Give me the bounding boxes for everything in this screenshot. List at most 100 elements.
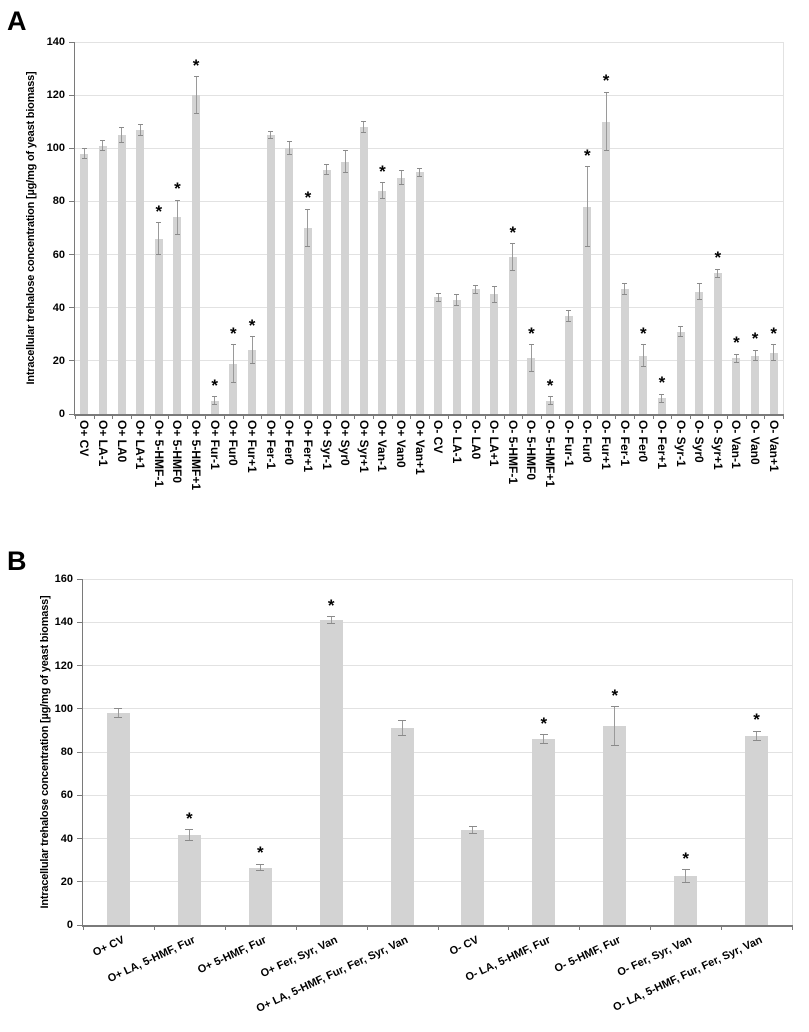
bar: [527, 358, 536, 414]
gridline: [83, 838, 792, 839]
error-bar-cap-top: [342, 150, 348, 152]
error-bar-line: [419, 168, 421, 177]
significance-asterisk: *: [770, 323, 777, 343]
x-axis-tick-mark: [261, 416, 263, 419]
y-axis-tick-mark: [77, 665, 82, 666]
y-tick-label: 140: [46, 36, 65, 48]
significance-asterisk: *: [639, 323, 647, 343]
error-bar-line: [83, 148, 85, 159]
error-bar-cap-top: [771, 344, 777, 346]
y-axis-tick-mark: [77, 838, 82, 839]
bar: [285, 148, 294, 414]
error-bar-line: [158, 222, 160, 255]
bar: [676, 331, 685, 414]
panel-a-label: A: [7, 6, 27, 36]
x-axis-tick-mark: [279, 416, 281, 419]
error-bar-line: [307, 209, 309, 247]
error-bar-line: [270, 131, 272, 139]
error-bar-cap-top: [114, 708, 123, 710]
bar: [452, 299, 461, 414]
error-bar-cap-top: [361, 121, 367, 123]
plot-right-border: [783, 42, 784, 414]
error-bar-cap-bottom: [510, 270, 516, 271]
x-axis-tick-mark: [391, 416, 393, 419]
error-bar-line: [549, 396, 551, 405]
error-bar-cap-bottom: [137, 134, 143, 136]
x-axis-tick-mark: [484, 416, 486, 419]
error-bar-cap-bottom: [715, 276, 721, 278]
bar: [229, 363, 238, 414]
bar: [546, 400, 555, 414]
error-bar-cap-bottom: [379, 198, 385, 200]
error-bar-line: [214, 396, 216, 405]
error-bar-line: [685, 869, 687, 883]
error-bar-line: [326, 164, 328, 175]
error-bar-cap-top: [256, 863, 265, 865]
error-bar-cap-top: [640, 344, 646, 346]
x-axis-tick-mark: [671, 416, 673, 419]
error-bar-cap-top: [696, 283, 702, 285]
bar: [303, 228, 312, 414]
error-bar-cap-top: [678, 325, 684, 327]
error-bar-cap-bottom: [417, 175, 423, 177]
error-bar-cap-top: [733, 353, 739, 355]
bar: [359, 127, 368, 414]
error-bar-cap-top: [193, 76, 199, 78]
y-axis-tick-mark: [77, 578, 82, 580]
panel-b-label: B: [7, 546, 27, 576]
x-axis-tick-mark: [783, 416, 784, 419]
significance-asterisk: *: [546, 375, 554, 395]
error-bar-line: [512, 243, 514, 271]
x-axis-line: [82, 925, 793, 927]
error-bar-cap-bottom: [156, 254, 162, 256]
x-axis-tick-mark: [373, 416, 375, 419]
error-bar-cap-bottom: [539, 742, 548, 744]
error-bar-cap-top: [185, 829, 194, 831]
error-bar-cap-top: [81, 147, 87, 149]
gridline: [75, 307, 783, 309]
error-bar-line: [530, 344, 532, 372]
error-bar-cap-bottom: [185, 840, 194, 842]
x-tick-label: O+ CV: [91, 934, 127, 959]
error-bar-line: [605, 92, 607, 151]
y-tick-label: 140: [54, 616, 73, 629]
significance-asterisk: *: [602, 71, 610, 91]
x-axis-tick-mark: [650, 927, 652, 930]
gridline: [83, 751, 792, 753]
error-bar-line: [472, 826, 474, 834]
error-bar-cap-bottom: [547, 404, 553, 406]
error-bar-cap-top: [566, 309, 572, 311]
x-tick-label: O- 5-HMF, Fur: [552, 934, 623, 976]
x-axis-tick-mark: [615, 416, 617, 419]
error-bar-line: [344, 150, 346, 173]
gridline: [75, 254, 783, 256]
x-axis-tick-mark: [540, 416, 542, 419]
y-axis-tick-mark: [69, 200, 74, 202]
x-axis-tick-mark: [579, 927, 581, 930]
x-axis-tick-mark: [298, 416, 300, 419]
bar: [471, 289, 480, 414]
x-axis-tick-mark: [721, 927, 723, 930]
bar: [397, 177, 406, 414]
error-bar-cap-top: [528, 344, 534, 346]
bar: [674, 876, 698, 925]
significance-asterisk: *: [540, 713, 548, 733]
error-bar-line: [139, 124, 141, 135]
error-bar-cap-top: [156, 222, 162, 224]
x-axis-line: [74, 414, 784, 416]
error-bar-cap-top: [398, 170, 404, 172]
error-bar-line: [363, 121, 365, 133]
error-bar-cap-top: [622, 283, 628, 285]
error-bar-cap-top: [547, 396, 553, 398]
x-axis-tick-mark: [205, 416, 207, 419]
error-bar-cap-bottom: [681, 882, 690, 884]
error-bar-cap-bottom: [249, 363, 255, 364]
bar: [319, 620, 343, 925]
error-bar-cap-bottom: [230, 381, 236, 383]
error-bar-cap-top: [752, 730, 761, 732]
error-bar-cap-top: [398, 720, 407, 722]
error-bar-cap-top: [603, 91, 609, 93]
y-axis-tick-mark: [77, 924, 82, 926]
gridline: [75, 200, 783, 202]
error-bar-cap-bottom: [327, 622, 336, 624]
